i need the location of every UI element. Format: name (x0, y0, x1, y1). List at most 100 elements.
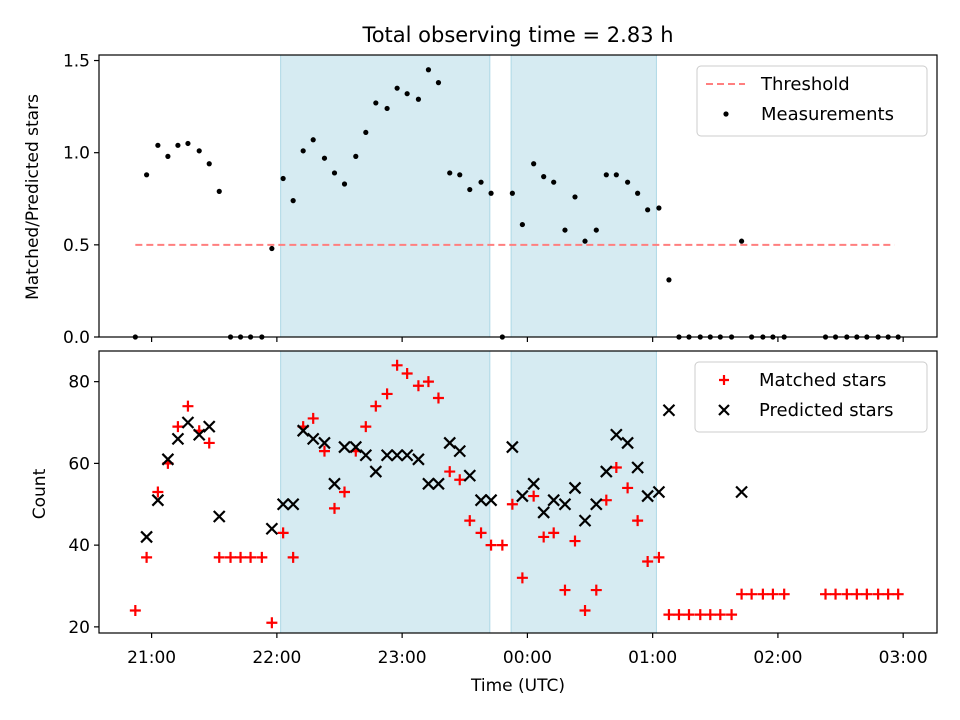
matched-stars-point (129, 605, 141, 617)
predicted-stars-point (265, 522, 279, 536)
matched-stars-point (714, 609, 726, 621)
measurement-point (363, 129, 369, 136)
matched-stars-point (704, 609, 716, 621)
bottom-panel: 20 40 60 80 21:00 22:00 23:00 00:00 01:00 02:00 03… (68, 350, 938, 668)
predicted-stars-point (192, 428, 206, 442)
matched-stars-point (841, 588, 853, 600)
matched-stars-point (339, 486, 351, 498)
measurement-point (519, 221, 525, 228)
measurement-point (551, 179, 557, 185)
legend-box (694, 361, 928, 433)
matched-stars-point (277, 527, 289, 539)
predicted-stars-point (443, 436, 457, 450)
legend-label: Predicted stars (759, 400, 893, 421)
predicted-stars-point (453, 444, 467, 458)
matched-stars-point (673, 609, 685, 621)
predicted-stars-point (641, 489, 654, 503)
measurement-point (656, 205, 662, 211)
measurement-point (582, 238, 588, 244)
top-panel: 0.0 0.5 1.0 1.5 Threshold Measurements (63, 52, 938, 348)
legend-box (696, 65, 928, 137)
matched-stars-point (318, 445, 330, 457)
predicted-stars-point (296, 424, 310, 437)
legend-label: Matched stars (759, 370, 886, 391)
matched-stars-point (182, 400, 194, 412)
measurement-point (216, 188, 222, 194)
matched-stars-point (653, 551, 665, 563)
predicted-stars-point (161, 453, 175, 466)
y-tick-label: 40 (68, 536, 90, 556)
matched-stars-point (872, 588, 884, 600)
predicted-stars-point (652, 485, 666, 499)
legend-predicted-stars-swatch (718, 404, 730, 416)
matched-stars-point (726, 609, 738, 621)
legend-label: Measurements (761, 104, 894, 125)
measurement-point (613, 172, 619, 178)
axes-frame (98, 350, 938, 634)
measurement-point (415, 96, 422, 102)
predicted-stars-point (140, 530, 153, 544)
predicted-stars-point (662, 403, 676, 417)
measurement-point (625, 179, 631, 185)
measurement-point (509, 190, 515, 196)
x-tick-label: 22:00 (252, 648, 301, 668)
x-tick-label: 00:00 (503, 648, 552, 668)
shaded-interval (510, 54, 657, 338)
measurement-point (541, 174, 547, 180)
matched-stars-point (401, 367, 413, 379)
measurement-point (143, 172, 150, 178)
matched-stars-point (622, 482, 634, 494)
matched-stars-point (767, 588, 779, 600)
matched-stars-point (152, 486, 164, 498)
matched-stars-point (225, 551, 237, 563)
legend-matched-stars-swatch (719, 375, 729, 385)
predicted-stars-point (590, 497, 603, 511)
matched-stars-point (454, 474, 466, 486)
matched-stars-point (757, 588, 769, 600)
y-tick-label: 80 (68, 373, 90, 393)
predicted-stars-point (610, 428, 623, 442)
shaded-interval (510, 350, 657, 634)
matched-stars-point (256, 551, 268, 563)
matched-stars-point (464, 515, 476, 527)
measurement-point (384, 105, 390, 112)
matched-stars-point (412, 380, 424, 392)
measurement-point (155, 142, 161, 148)
matched-stars-point (610, 461, 622, 473)
measurement-point (269, 245, 275, 252)
matched-stars-point (861, 588, 873, 600)
shaded-interval (280, 54, 491, 338)
x-tick-label: 01:00 (628, 648, 677, 668)
y-tick-label: 0.5 (63, 236, 90, 256)
matched-stars-point (663, 609, 675, 621)
x-axis-label: Time (UTC) (470, 676, 565, 696)
measurement-point (341, 181, 348, 187)
predicted-stars-point (621, 436, 634, 450)
predicted-stars-point (359, 448, 373, 462)
matched-stars-point (538, 531, 550, 543)
measurement-point (593, 227, 599, 233)
measurement-point (331, 170, 338, 176)
predicted-stars-point (318, 436, 331, 450)
predicted-stars-point (171, 432, 185, 446)
measurement-point (300, 148, 306, 154)
matched-stars-point (391, 359, 403, 371)
y-tick-label: 1.5 (63, 52, 90, 72)
measurement-point (165, 153, 171, 159)
measurement-point (457, 172, 463, 178)
predicted-stars-point (422, 477, 435, 491)
matched-stars-point (694, 609, 706, 621)
measurement-point (280, 175, 286, 182)
measurement-point (196, 148, 202, 154)
measurement-point (488, 190, 494, 196)
matched-stars-point (600, 494, 612, 506)
legend: Threshold Measurements (696, 65, 928, 137)
predicted-stars-point (328, 477, 341, 491)
matched-stars-point (851, 588, 863, 600)
matched-stars-point (444, 466, 456, 478)
measurement-point (645, 207, 651, 213)
predicted-stars-point (276, 497, 290, 511)
predicted-stars-point (212, 510, 226, 523)
predicted-stars-point (286, 497, 300, 511)
measurement-point (562, 227, 568, 233)
